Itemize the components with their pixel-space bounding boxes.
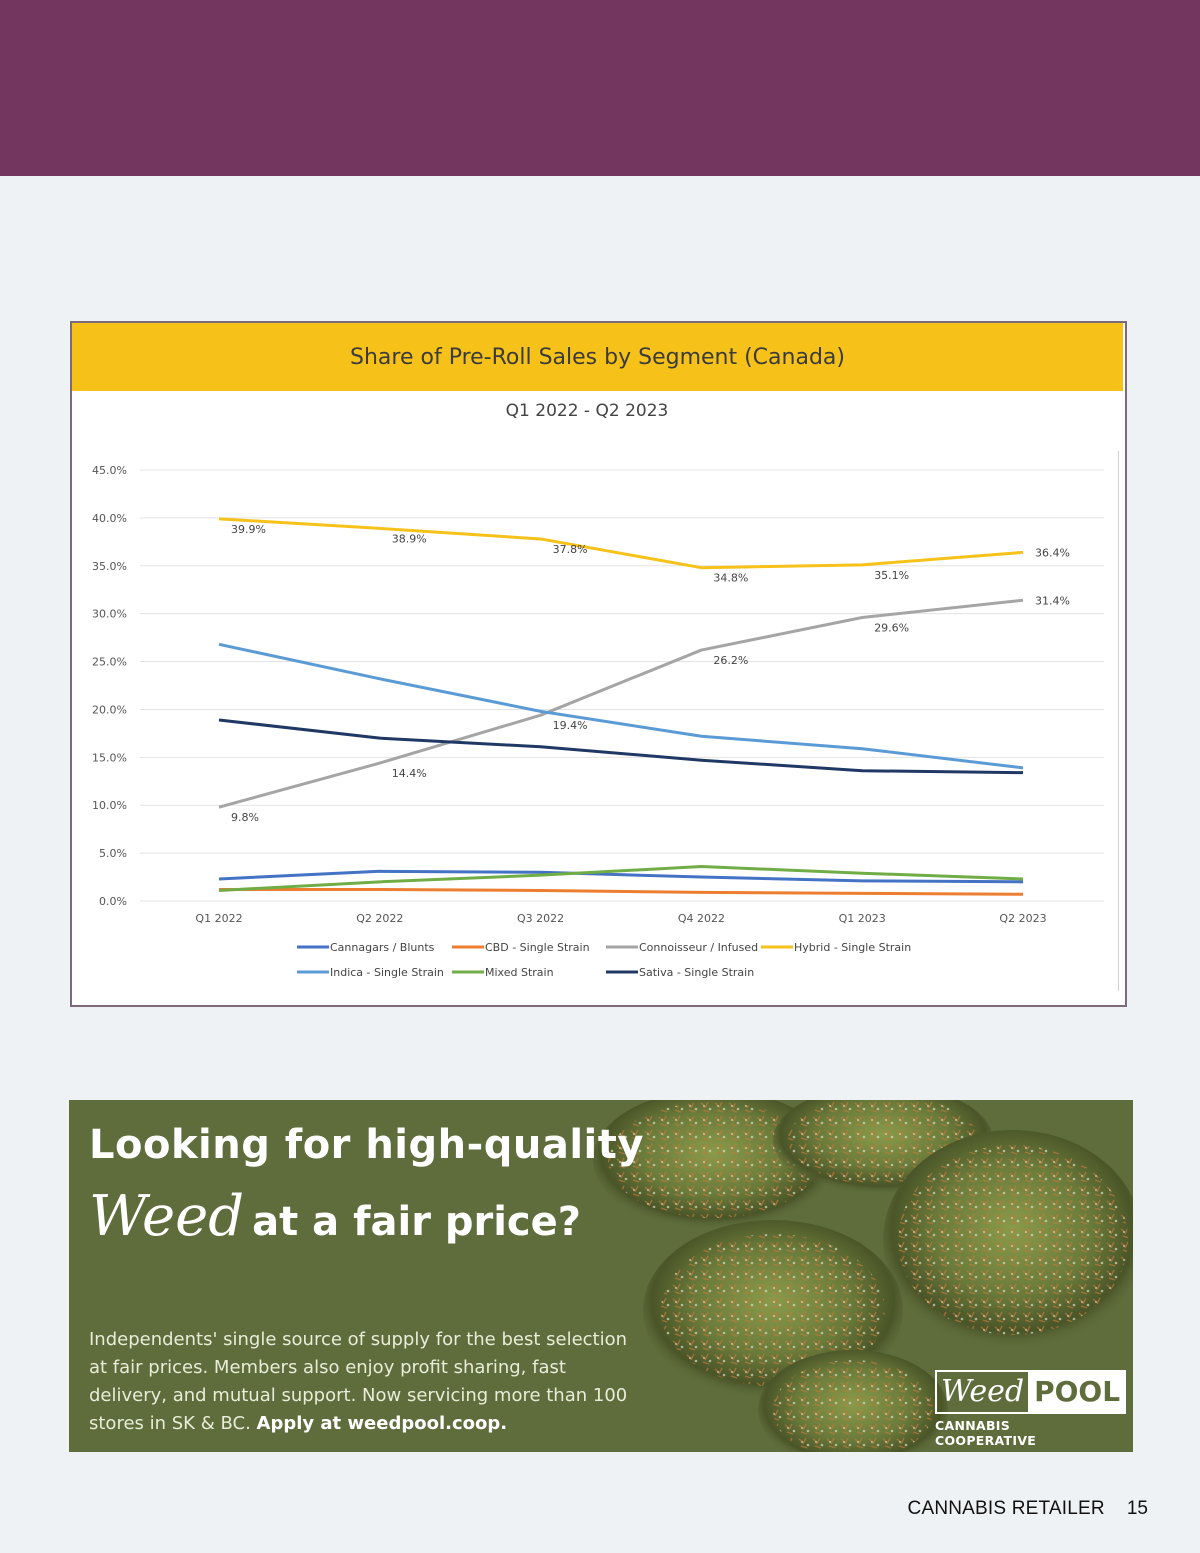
logo-block-word: POOL <box>1028 1370 1127 1414</box>
data-label: 37.8% <box>553 543 588 556</box>
y-tick-label: 25.0% <box>92 656 127 669</box>
ad-cta-link[interactable]: Apply at weedpool.coop. <box>256 1413 508 1434</box>
legend-label: Cannagars / Blunts <box>330 941 435 954</box>
x-tick-label: Q4 2022 <box>678 912 725 925</box>
series-line <box>218 642 1024 770</box>
legend-label: Connoisseur / Infused <box>639 941 758 954</box>
ad-headline-script-word: Weed <box>89 1184 245 1249</box>
data-label: 36.4% <box>1035 546 1070 559</box>
weedpool-ad[interactable]: Looking for high-quality Weed at a fair p… <box>69 1100 1133 1452</box>
data-label: 29.6% <box>874 621 909 634</box>
cannabis-buds-image <box>593 1100 1133 1452</box>
ad-headline: Looking for high-quality <box>89 1122 644 1168</box>
ad-headline-rest: at a fair price? <box>252 1199 581 1245</box>
data-label: 35.1% <box>874 569 909 582</box>
y-tick-label: 0.0% <box>99 895 127 908</box>
page-number: 15 <box>1126 1498 1148 1519</box>
data-label: 39.9% <box>231 523 266 536</box>
weedpool-logo: Weed POOL CANNABIS COOPERATIVE <box>935 1370 1127 1448</box>
y-tick-label: 45.0% <box>92 464 127 477</box>
data-label: 9.8% <box>231 811 259 824</box>
series-line <box>218 865 1024 892</box>
data-label: 31.4% <box>1035 594 1070 607</box>
data-label: 26.2% <box>713 654 748 667</box>
legend-label: Indica - Single Strain <box>330 966 444 979</box>
x-tick-label: Q2 2023 <box>999 912 1046 925</box>
legend-label: Mixed Strain <box>485 966 554 979</box>
page-footer: CANNABIS RETAILER 15 <box>908 1498 1148 1520</box>
series-line <box>218 718 1024 775</box>
series-line <box>219 888 1024 896</box>
data-label: 34.8% <box>713 572 748 585</box>
y-tick-label: 30.0% <box>92 608 127 621</box>
legend-label: CBD - Single Strain <box>485 941 590 954</box>
ad-body-copy: Independents' single source of supply fo… <box>89 1329 628 1434</box>
y-tick-label: 10.0% <box>92 799 127 812</box>
y-tick-label: 20.0% <box>92 703 127 716</box>
legend-label: Sativa - Single Strain <box>639 966 754 979</box>
x-tick-label: Q1 2022 <box>195 912 242 925</box>
y-tick-label: 15.0% <box>92 751 127 764</box>
x-tick-label: Q2 2022 <box>356 912 403 925</box>
ad-body-text: Independents' single source of supply fo… <box>89 1326 629 1438</box>
ad-headline-second-line: Weed at a fair price? <box>89 1184 581 1249</box>
x-tick-label: Q3 2022 <box>517 912 564 925</box>
line-chart: 0.0% 5.0% 10.0% 15.0% 20.0% 25.0% 30.0% 35.0% 40… <box>92 464 1104 979</box>
data-label: 14.4% <box>392 767 427 780</box>
series-line <box>218 598 1024 809</box>
data-label: 19.4% <box>553 719 588 732</box>
y-tick-label: 40.0% <box>92 512 127 525</box>
legend-label: Hybrid - Single Strain <box>794 941 911 954</box>
y-tick-label: 5.0% <box>99 847 127 860</box>
chart-title-bar: Share of Pre-Roll Sales by Segment (Cana… <box>72 323 1123 391</box>
logo-tagline: CANNABIS COOPERATIVE <box>935 1418 1037 1448</box>
series-line <box>218 869 1024 884</box>
series-line <box>218 517 1024 570</box>
data-label: 38.9% <box>392 532 427 545</box>
chart-title: Share of Pre-Roll Sales by Segment (Cana… <box>350 345 845 370</box>
logo-script-word: Weed <box>935 1370 1029 1414</box>
publication-name: CANNABIS RETAILER <box>907 1498 1105 1519</box>
chart-frame: Share of Pre-Roll Sales by Segment (Cana… <box>70 321 1127 1007</box>
chart-subtitle: Q1 2022 - Q2 2023 <box>505 401 669 421</box>
y-tick-label: 35.0% <box>92 560 127 573</box>
frame-rule <box>1118 451 1119 991</box>
x-tick-label: Q1 2023 <box>839 912 886 925</box>
top-banner <box>0 0 1200 176</box>
